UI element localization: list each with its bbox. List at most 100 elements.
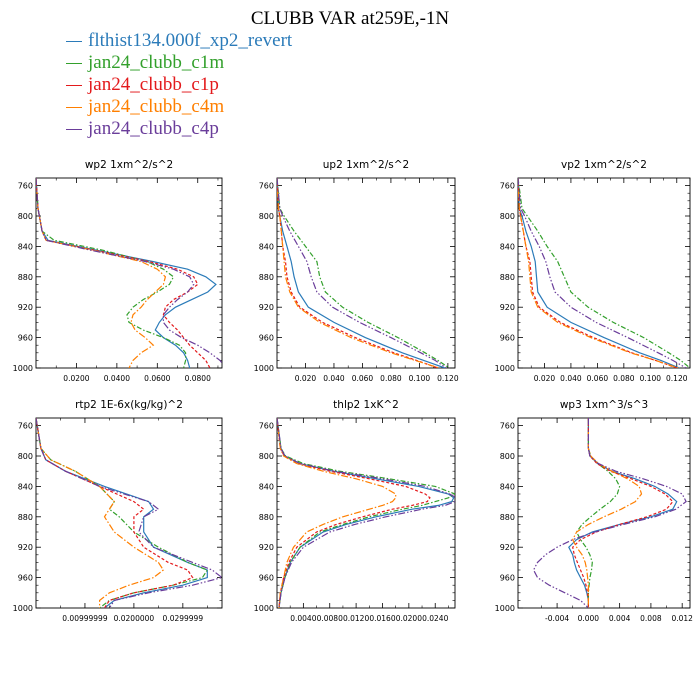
legend-label: flthist134.000f_xp2_revert bbox=[88, 30, 293, 51]
series-line bbox=[575, 418, 621, 608]
y-tick-label: 1000 bbox=[13, 604, 33, 613]
series-line bbox=[518, 178, 687, 368]
legend-item: flthist134.000f_xp2_revert bbox=[66, 30, 292, 52]
legend-item: jan24_clubb_c1p bbox=[66, 74, 292, 96]
x-tick-label: 0.0800 bbox=[185, 374, 211, 383]
series-line bbox=[36, 418, 209, 608]
y-tick-label: 880 bbox=[259, 273, 274, 282]
panel-title: rtp2 1E-6x(kg/kg)^2 bbox=[75, 399, 183, 411]
series-line bbox=[36, 178, 187, 368]
x-tick-label: 0.040 bbox=[560, 374, 582, 383]
y-tick-label: 1000 bbox=[13, 364, 33, 373]
legend-swatch bbox=[66, 40, 82, 42]
panel: up2 1xm^2/s^2 760 800 840 880 920 960 1000 0.020… bbox=[254, 159, 459, 383]
y-tick-label: 920 bbox=[259, 303, 274, 312]
x-tick-label: 0.060 bbox=[352, 374, 374, 383]
y-tick-label: 760 bbox=[18, 182, 33, 191]
series-line bbox=[572, 418, 643, 608]
y-tick-label: 920 bbox=[500, 303, 515, 312]
x-tick-label: 0.100 bbox=[409, 374, 431, 383]
y-tick-label: 840 bbox=[259, 242, 274, 251]
x-tick-label: 0.040 bbox=[323, 374, 345, 383]
series-line bbox=[518, 178, 680, 368]
x-tick-label: 0.000 bbox=[578, 614, 600, 623]
series-line bbox=[277, 418, 455, 608]
panel: rtp2 1E-6x(kg/kg)^2 760 800 840 880 920 960 100… bbox=[13, 399, 223, 623]
x-tick-label: 0.0240 bbox=[422, 614, 448, 623]
y-tick-label: 760 bbox=[259, 182, 274, 191]
y-tick-label: 920 bbox=[18, 303, 33, 312]
series-line bbox=[277, 418, 455, 608]
x-tick-label: 0.0120 bbox=[343, 614, 369, 623]
series-line bbox=[277, 418, 455, 608]
y-tick-label: 960 bbox=[259, 334, 274, 343]
y-tick-label: 1000 bbox=[495, 364, 515, 373]
legend-item: jan24_clubb_c4p bbox=[66, 118, 292, 140]
series-line bbox=[277, 418, 397, 608]
legend-swatch bbox=[66, 128, 82, 130]
x-tick-label: 0.060 bbox=[587, 374, 609, 383]
panel-title: wp3 1xm^3/s^3 bbox=[560, 399, 648, 411]
x-tick-label: 0.0400 bbox=[104, 374, 130, 383]
panel: vp2 1xm^2/s^2 760 800 840 880 920 960 1000 0.020… bbox=[495, 159, 691, 383]
x-tick-label: 0.120 bbox=[666, 374, 688, 383]
series-line bbox=[36, 418, 208, 608]
figure-title: CLUBB VAR at259E,-1N bbox=[250, 8, 450, 29]
panel-title: thlp2 1xK^2 bbox=[333, 399, 399, 411]
x-tick-label: 0.020 bbox=[295, 374, 317, 383]
y-tick-label: 840 bbox=[18, 242, 33, 251]
y-tick-label: 800 bbox=[18, 212, 33, 221]
legend-swatch bbox=[66, 84, 82, 86]
series-line bbox=[36, 178, 167, 368]
series-line bbox=[572, 418, 674, 608]
series-line bbox=[277, 178, 440, 368]
y-tick-label: 800 bbox=[18, 452, 33, 461]
legend-label: jan24_clubb_c1p bbox=[88, 74, 219, 95]
x-tick-label: 0.080 bbox=[380, 374, 402, 383]
x-tick-label: 0.0040 bbox=[290, 614, 316, 623]
y-tick-label: 840 bbox=[500, 482, 515, 491]
y-tick-label: 880 bbox=[500, 513, 515, 522]
series-line bbox=[277, 418, 431, 608]
y-tick-label: 960 bbox=[259, 574, 274, 583]
y-tick-label: 800 bbox=[500, 452, 515, 461]
series-line bbox=[36, 418, 222, 608]
y-tick-label: 1000 bbox=[495, 604, 515, 613]
y-tick-label: 920 bbox=[259, 543, 274, 552]
y-tick-label: 760 bbox=[18, 422, 33, 431]
panel-title: vp2 1xm^2/s^2 bbox=[561, 159, 647, 171]
x-tick-label: 0.008 bbox=[640, 614, 662, 623]
series-line bbox=[518, 178, 679, 368]
x-tick-label: 0.004 bbox=[609, 614, 631, 623]
series-line bbox=[277, 178, 450, 368]
legend-label: jan24_clubb_c4m bbox=[88, 96, 225, 117]
y-tick-label: 1000 bbox=[254, 604, 274, 613]
series-line bbox=[518, 178, 678, 368]
series-line bbox=[277, 178, 447, 368]
x-tick-label: 0.0299999 bbox=[163, 614, 204, 623]
series-line bbox=[36, 418, 165, 608]
y-tick-label: 960 bbox=[500, 334, 515, 343]
y-tick-label: 760 bbox=[500, 422, 515, 431]
y-tick-label: 920 bbox=[500, 543, 515, 552]
panel: wp2 1xm^2/s^2 760 800 840 880 920 960 1000 0.020… bbox=[13, 159, 223, 383]
series-line bbox=[568, 418, 678, 608]
y-tick-label: 880 bbox=[500, 273, 515, 282]
x-tick-label: 0.120 bbox=[437, 374, 459, 383]
y-tick-label: 800 bbox=[259, 212, 274, 221]
y-tick-label: 960 bbox=[18, 334, 33, 343]
y-tick-label: 880 bbox=[18, 513, 33, 522]
plot-frame bbox=[276, 417, 456, 609]
x-tick-label: 0.080 bbox=[613, 374, 635, 383]
x-tick-label: 0.00999999 bbox=[62, 614, 108, 623]
y-tick-label: 840 bbox=[500, 242, 515, 251]
plot-frame bbox=[276, 177, 456, 369]
x-tick-label: 0.100 bbox=[640, 374, 662, 383]
y-tick-label: 880 bbox=[18, 273, 33, 282]
series-line bbox=[532, 418, 687, 608]
x-tick-label: 0.0200 bbox=[396, 614, 422, 623]
y-tick-label: 760 bbox=[259, 422, 274, 431]
y-tick-label: 840 bbox=[259, 482, 274, 491]
